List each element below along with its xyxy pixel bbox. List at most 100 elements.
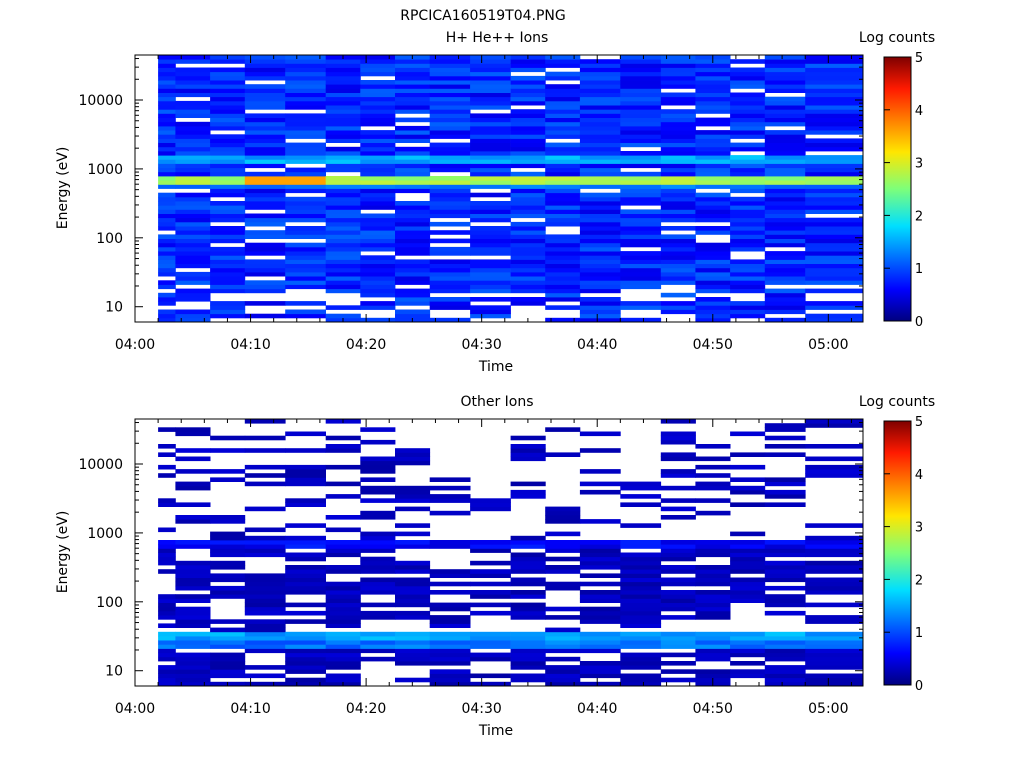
heatmap-cell (470, 313, 511, 319)
heatmap-cell (210, 573, 246, 578)
heatmap-cell (325, 284, 361, 290)
heatmap-cell (764, 271, 806, 277)
heatmap-cell (395, 485, 431, 491)
heatmap-cell (158, 259, 176, 264)
heatmap-cell (660, 635, 696, 641)
heatmap-cell (429, 105, 471, 110)
heatmap-cell (285, 71, 326, 77)
heatmap-cell (429, 71, 471, 77)
heatmap-cell (660, 113, 696, 118)
heatmap-cell (325, 661, 361, 666)
heatmap-cell (545, 117, 581, 123)
heatmap-cell (210, 535, 246, 541)
heatmap-cell (620, 581, 662, 587)
heatmap-cell (579, 635, 621, 641)
heatmap-cell (429, 280, 471, 285)
heatmap-cell (730, 552, 766, 558)
heatmap-cell (360, 146, 396, 152)
heatmap-cell (429, 569, 471, 574)
heatmap-cell (360, 477, 396, 482)
heatmap-cell (510, 288, 546, 294)
heatmap-cell (545, 71, 581, 77)
heatmap-cell (210, 631, 246, 637)
heatmap-cell (730, 489, 766, 495)
heatmap-cell (660, 552, 696, 558)
heatmap-cell (764, 444, 806, 449)
heatmap-cell (325, 569, 361, 574)
heatmap-cell (325, 648, 361, 654)
heatmap-cell (325, 288, 361, 294)
heatmap-cell (620, 494, 662, 499)
heatmap-cell (764, 138, 806, 143)
heatmap-cell (175, 271, 211, 277)
heatmap-cell (730, 644, 766, 649)
heatmap-cell (579, 246, 621, 252)
heatmap-cell (360, 192, 396, 198)
heatmap-cell (158, 100, 176, 106)
heatmap-cell (805, 105, 864, 110)
heatmap-cell (660, 59, 696, 64)
heatmap-cell (805, 159, 864, 164)
heatmap-cell (244, 230, 286, 235)
heatmap-cell (244, 481, 286, 487)
heatmap-cell (360, 201, 396, 206)
heatmap-cell (325, 92, 361, 98)
heatmap-cell (660, 163, 696, 169)
heatmap-cell (730, 96, 766, 102)
heatmap-cell (360, 280, 396, 285)
heatmap-cell (158, 427, 176, 432)
heatmap-cell (510, 96, 546, 102)
heatmap-cell (510, 456, 546, 462)
heatmap-cell (579, 673, 621, 679)
heatmap-cell (695, 71, 731, 77)
heatmap-cell (429, 623, 471, 628)
heatmap-cell (429, 263, 471, 269)
heatmap-cell (175, 594, 211, 599)
heatmap-cell (730, 259, 766, 264)
heatmap-cell (620, 544, 662, 549)
heatmap-cell (244, 105, 286, 110)
heatmap-cell (510, 615, 546, 620)
heatmap-cell (175, 59, 211, 64)
heatmap-cell (175, 577, 211, 583)
heatmap-cell (805, 100, 864, 106)
heatmap-cell (395, 577, 431, 583)
heatmap-cell (620, 196, 662, 202)
heatmap-cell (175, 661, 211, 666)
heatmap-cell (325, 590, 361, 595)
heatmap-cell (579, 431, 621, 437)
heatmap-cell (510, 581, 546, 587)
heatmap-cell (805, 565, 864, 570)
heatmap-cell (285, 171, 326, 177)
x-tick-label: 04:40 (577, 337, 617, 353)
heatmap-cell (545, 648, 581, 654)
heatmap-cell (210, 619, 246, 624)
heatmap-cell (395, 138, 431, 143)
heatmap-cell (429, 84, 471, 89)
heatmap-cell (805, 423, 864, 428)
heatmap-cell (244, 577, 286, 583)
heatmap-cell (695, 271, 731, 277)
heatmap-cell (158, 656, 176, 662)
heatmap-cell (620, 176, 662, 181)
heatmap-cell (764, 598, 806, 603)
heatmap-cell (325, 188, 361, 194)
heatmap-cell (764, 681, 806, 687)
heatmap-cell (730, 648, 766, 654)
heatmap-cell (805, 155, 864, 160)
heatmap-cell (695, 209, 731, 214)
heatmap-cell (660, 677, 696, 683)
heatmap-cell (429, 238, 471, 244)
heatmap-cell (429, 96, 471, 102)
heatmap-cell (285, 590, 326, 595)
heatmap-cell (158, 84, 176, 89)
heatmap-cell (620, 560, 662, 566)
heatmap-cell (545, 548, 581, 553)
heatmap-cell (158, 71, 176, 77)
heatmap-cell (210, 656, 246, 662)
heatmap-cell (429, 163, 471, 169)
heatmap-cell (285, 523, 326, 528)
heatmap-cell (545, 167, 581, 173)
heatmap-cell (175, 309, 211, 315)
heatmap-cell (660, 581, 696, 587)
